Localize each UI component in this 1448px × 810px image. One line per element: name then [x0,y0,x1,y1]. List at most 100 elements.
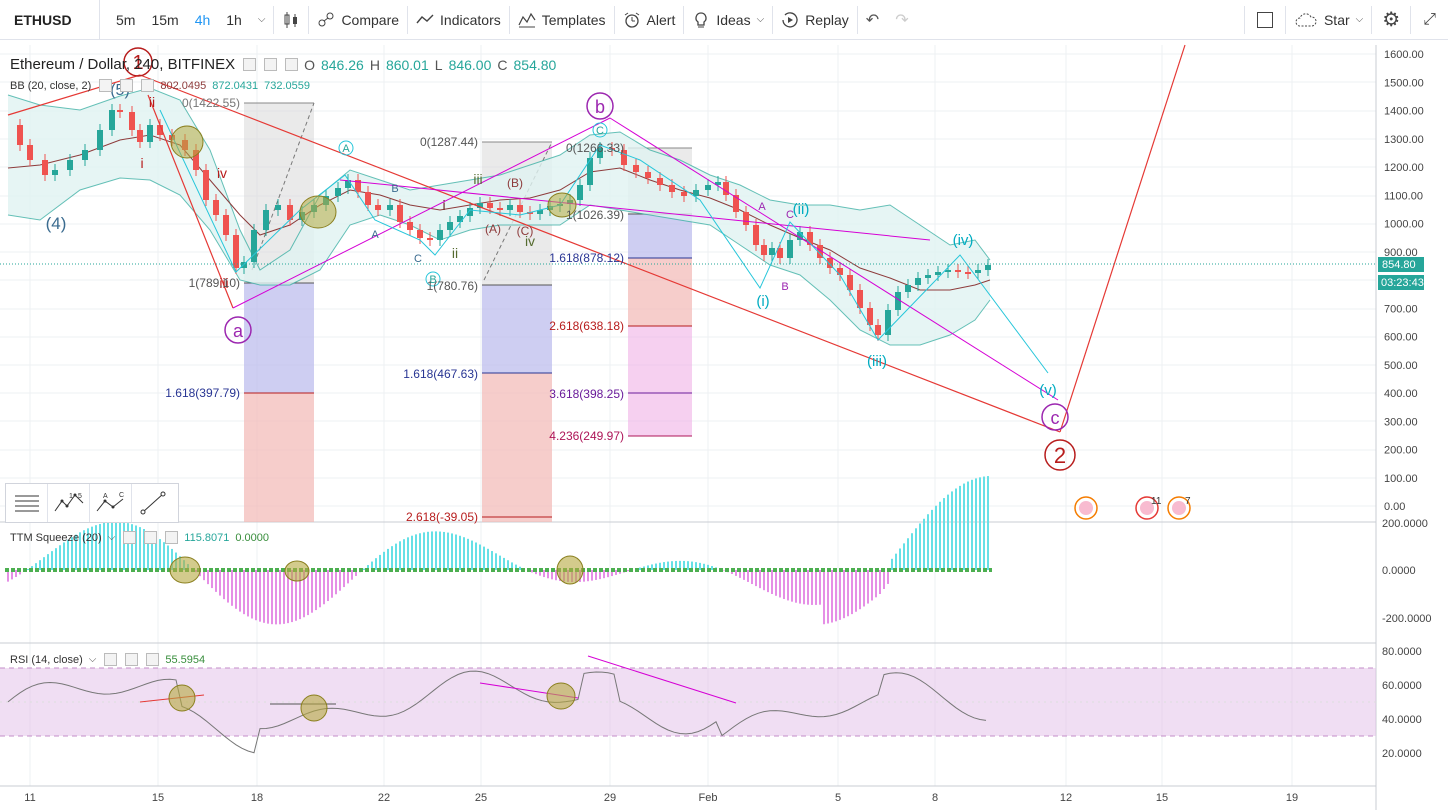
rsi-axis-label: 20.0000 [1382,748,1422,760]
price-axis-label: 1400.00 [1384,106,1424,118]
wave-label-iii: iii [219,275,228,291]
candle [965,272,971,274]
candle [955,270,961,272]
rsi-legend[interactable]: RSI (14, close) ⌵ 55.5954 [10,653,205,666]
templates-button[interactable]: Templates [510,0,614,40]
fib-label: 3.618(398.25) [549,387,624,401]
candle [427,238,433,240]
eye-icon[interactable] [243,58,257,71]
countdown-value: 03:23:43 [1381,277,1424,289]
fib-tool-button[interactable] [6,484,48,522]
time-axis[interactable]: 11 15 18 22 25 29 Feb 5 8 12 15 19 [24,792,1298,804]
bb-name: BB (20, close, 2) [10,79,92,92]
fib-label: 2.618(638.18) [549,319,624,333]
wave-label-paren-b: (B) [507,176,523,190]
wave-label-paren-a: (A) [485,222,501,236]
gear-icon[interactable] [144,531,158,544]
compare-button[interactable]: Compare [309,0,407,40]
candle [681,192,687,196]
main-series-legend[interactable]: Ethereum / Dollar, 240, BITFINEX O 846.26… [10,56,556,73]
interval-5m[interactable]: 5m [116,11,136,28]
chevron-down-icon[interactable]: ⌵ [107,532,116,543]
close-icon[interactable] [285,58,299,71]
interval-1h[interactable]: 1h [226,11,242,28]
interval-15m[interactable]: 15m [151,11,179,28]
ttm-highlight-markers[interactable] [169,555,584,585]
gear-icon[interactable] [125,653,139,666]
chart-type-button[interactable] [274,0,308,40]
fib-label: 1.618(397.79) [165,386,240,400]
undo-button[interactable]: ↶ [858,0,887,40]
eye-icon[interactable] [104,653,118,666]
lightbulb-icon [695,11,707,27]
indicators-button[interactable]: Indicators [408,0,509,40]
svg-text:1: 1 [69,493,73,500]
indicators-icon [416,14,434,23]
chevron-down-icon[interactable]: ⌵ [88,654,97,665]
ideas-button[interactable]: Ideas ⌵ [684,0,772,40]
highlight-markers[interactable] [170,125,577,229]
time-axis-label: 11 [24,792,35,804]
ttm-axis-label: 200.0000 [1382,518,1428,530]
ideas-label: Ideas [716,11,751,28]
countdown-tag [1378,275,1424,290]
candle [477,203,483,208]
chart-canvas[interactable]: 1 2 a b c (5) (4) i ii iv iii i ii iii i… [0,41,1448,810]
open-value: 846.26 [320,56,364,73]
rsi-highlight-markers[interactable] [168,682,576,722]
candle [827,258,833,268]
candle [743,212,749,225]
interval-dropdown[interactable]: ⌵ [250,0,274,40]
gear-icon[interactable] [120,79,134,92]
symbol-search[interactable]: ETHUSD [0,0,100,40]
wave-label-i2: i [442,197,445,213]
candle [985,265,991,270]
fib-label: 0(1422.55) [182,96,240,110]
interval-4h[interactable]: 4h [194,11,211,28]
fib-label: 1.618(467.63) [403,367,478,381]
candlestick-series[interactable] [17,104,991,341]
redo-button[interactable]: ↷ [887,0,916,40]
price-axis[interactable]: 1600.00 1500.00 1400.00 1300.00 1200.00 1100.… [1384,49,1424,513]
candle [109,110,115,130]
fib-label: 2.618(-39.05) [406,510,478,524]
eye-icon[interactable] [99,79,113,92]
candle [753,225,759,245]
close-icon[interactable] [141,79,155,92]
rsi-axis[interactable]: 80.0000 60.0000 40.0000 20.0000 [1382,646,1422,760]
close-icon[interactable] [165,531,179,544]
ohlc-label: C [497,56,508,73]
economic-events[interactable]: 11 7 [1074,496,1191,520]
alert-button[interactable]: Alert [615,0,684,40]
eye-icon[interactable] [123,531,137,544]
maximize-button[interactable]: ⤢ [1411,0,1448,40]
wave-labels[interactable]: 1 2 a b c (5) (4) i ii iv iii i ii iii i… [46,47,1076,471]
candle [193,150,199,170]
expand-icon: ⤢ [1423,10,1436,28]
star-button[interactable]: Star ⌵ [1286,0,1371,40]
gear-icon: ⚙ [1382,9,1401,31]
price-axis-label: 1500.00 [1384,77,1424,89]
candle [287,205,293,220]
settings-button[interactable]: ⚙ [1372,0,1410,40]
gear-icon[interactable] [264,58,278,71]
fib-extension-1[interactable] [244,102,315,522]
candle [335,188,341,196]
fullscreen-layout-button[interactable] [1245,0,1285,40]
candle [213,200,219,215]
candle [223,215,229,235]
bb-legend[interactable]: BB (20, close, 2) 802.0495 872.0431 732.… [10,79,310,92]
price-axis-label: 1300.00 [1384,134,1424,146]
ttm-axis[interactable]: 200.0000 0.0000 -200.0000 [1382,518,1432,625]
time-axis-label: 15 [152,792,164,804]
replay-button[interactable]: Replay [773,0,857,40]
wave-label-ii2: ii [452,245,458,261]
trend-line-button[interactable] [132,484,174,522]
rsi-band [0,668,1376,736]
ttm-legend[interactable]: TTM Squeeze (20) ⌵ 115.8071 0.0000 [10,531,269,544]
candle [975,270,981,273]
rsi-axis-label: 80.0000 [1382,646,1422,658]
close-icon[interactable] [146,653,160,666]
